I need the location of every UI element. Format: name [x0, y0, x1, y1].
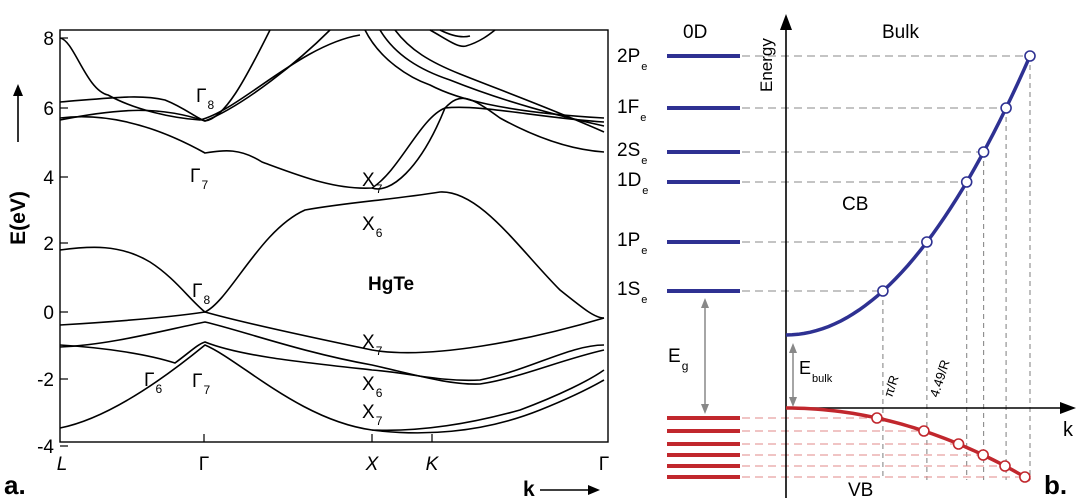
- vb-label: VB: [848, 480, 873, 498]
- band-curve: [59, 29, 331, 122]
- symmetry-point-label: X7: [362, 402, 383, 428]
- symmetry-point-label: X6: [362, 214, 383, 240]
- panel-a-letter: a.: [4, 470, 26, 498]
- symmetry-point-label: X7: [362, 332, 383, 358]
- cb-level-marker: [977, 146, 990, 158]
- y-tick-label: -2: [37, 370, 54, 391]
- x-tick-label: L: [57, 454, 68, 475]
- k-marker-pi-over-r: π/R: [881, 373, 902, 399]
- level-label: 1Se: [617, 279, 647, 306]
- x-tick-label: K: [426, 454, 440, 475]
- ebulk-label: Ebulk: [799, 358, 833, 385]
- conduction-band-curve: [785, 55, 1032, 337]
- band-curve: [59, 341, 605, 382]
- vb-level-marker: [1019, 471, 1031, 483]
- plot-frame: [59, 29, 609, 443]
- material-label: HgTe: [368, 274, 414, 295]
- band-curve: [439, 29, 471, 38]
- cb-label: CB: [842, 194, 868, 215]
- band-curve: [59, 191, 605, 319]
- y-tick-label: -4: [37, 437, 54, 458]
- energy-axis-arrowhead: [780, 14, 792, 30]
- band-curve: [364, 29, 605, 119]
- k-axis-arrowhead: [1060, 402, 1076, 414]
- cb-level-marker: [877, 285, 889, 297]
- x-tick-label: X: [365, 454, 380, 475]
- symmetry-point-label: Γ8: [192, 281, 210, 307]
- y-tick-label: 6: [43, 99, 54, 120]
- eg-arrowhead-bottom: [701, 404, 709, 414]
- vb-level-marker: [977, 449, 989, 461]
- x-tick-label: Γ: [599, 454, 609, 475]
- level-label: 2Pe: [617, 46, 647, 73]
- k-axis-label: k: [1063, 419, 1074, 441]
- quantum-level-labels: 2Pe 1Fe 2Se 1De 1Pe 1Se: [617, 46, 648, 306]
- y-axis-label: E(eV): [7, 191, 30, 245]
- band-curve: [59, 344, 605, 432]
- band-curves: [59, 29, 605, 434]
- eg-label: Eg: [668, 346, 688, 373]
- vb-level-marker: [952, 438, 965, 450]
- title-bulk: Bulk: [882, 22, 919, 43]
- band-curve: [59, 29, 271, 122]
- eg-arrowhead-top: [701, 298, 709, 308]
- y-tick-label: 0: [43, 303, 54, 324]
- symmetry-point-label: X7: [362, 170, 383, 196]
- discrete-levels: [667, 54, 740, 479]
- band-curve: [379, 29, 605, 127]
- band-curve: [59, 321, 605, 385]
- energy-axis-label: Energy: [757, 38, 776, 92]
- level-label: 1De: [617, 170, 648, 197]
- vb-level-marker: [871, 412, 883, 424]
- symmetry-point-label: Γ8: [196, 86, 214, 112]
- k-marker-449-over-r: 4.49/R: [927, 358, 953, 399]
- cb-level-marker: [921, 236, 933, 248]
- vb-level-marker: [918, 425, 930, 437]
- x-axis-label: k: [523, 478, 535, 498]
- y-tick-label: 8: [43, 29, 54, 50]
- level-markers: [871, 50, 1036, 483]
- vb-level-marker: [999, 460, 1011, 472]
- band-curve: [371, 97, 605, 190]
- title-0d: 0D: [683, 22, 707, 43]
- level-label: 1Fe: [617, 97, 646, 124]
- y-tick-label: 2: [43, 234, 54, 255]
- symmetry-point-label: Γ7: [192, 371, 210, 397]
- ebulk-arrowhead-top: [789, 343, 797, 353]
- cb-level-marker: [1000, 102, 1012, 114]
- level-label: 1Pe: [617, 230, 647, 257]
- x-axis-arrowhead: [588, 485, 600, 495]
- band-curve: [394, 29, 605, 133]
- band-curve: [59, 106, 605, 189]
- cb-level-marker: [960, 176, 973, 188]
- symmetry-point-label: Γ7: [190, 166, 208, 192]
- valence-band-curve: [786, 406, 1031, 482]
- level-label: 2Se: [617, 140, 647, 167]
- band-curve: [429, 29, 496, 48]
- symmetry-point-label: X6: [362, 374, 383, 400]
- band-curve: [371, 379, 605, 434]
- y-axis-ticks: 8 6 4 2 0 -2 -4: [37, 29, 68, 458]
- y-tick-label: 4: [43, 168, 54, 189]
- panel-b-letter: b.: [1044, 470, 1067, 498]
- schematic-panel: 0D Bulk Energy k CB VB b. Eg Ebulk π/R 4…: [667, 14, 1076, 498]
- symmetry-point-label: Γ6: [144, 370, 162, 396]
- x-tick-label: Γ: [199, 454, 209, 475]
- cb-level-marker: [1024, 50, 1036, 62]
- y-axis-arrowhead: [13, 84, 23, 96]
- ebulk-arrowhead-bottom: [789, 397, 797, 407]
- band-curve: [59, 311, 605, 354]
